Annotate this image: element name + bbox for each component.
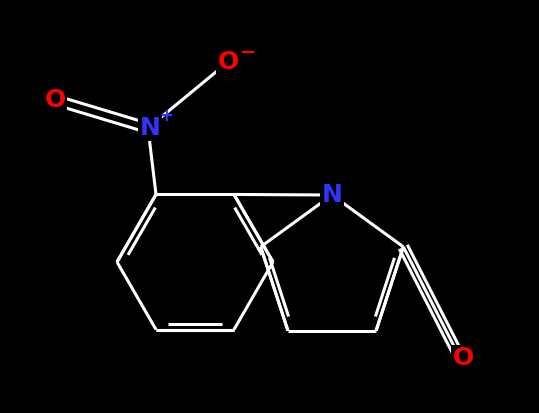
Text: O: O bbox=[44, 88, 66, 112]
Text: −: − bbox=[240, 43, 256, 62]
Text: O: O bbox=[217, 50, 239, 74]
Text: O: O bbox=[452, 346, 474, 370]
Text: N: N bbox=[322, 183, 342, 207]
Text: N: N bbox=[140, 116, 161, 140]
Text: +: + bbox=[159, 107, 173, 125]
